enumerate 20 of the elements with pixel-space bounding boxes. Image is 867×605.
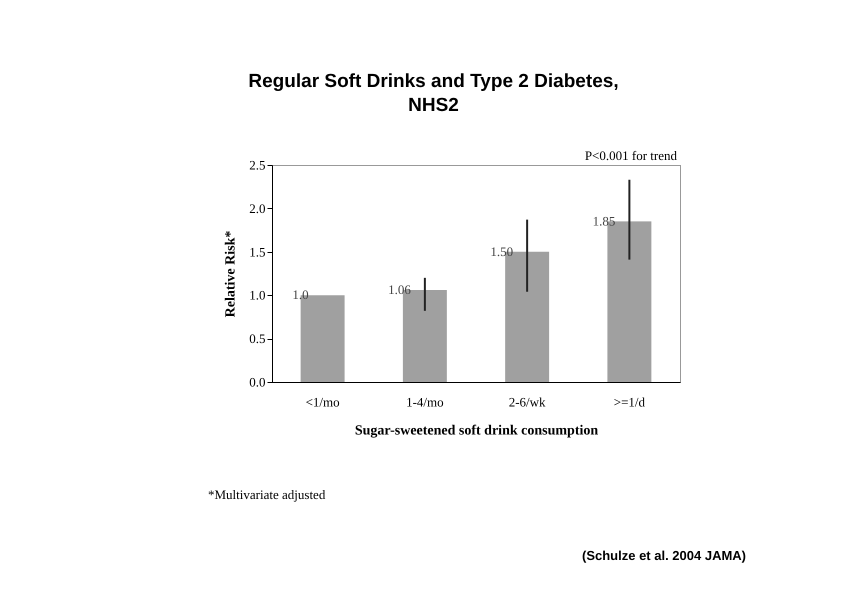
x-tick-label: <1/mo [306,394,340,410]
y-tick-label: 0.0 [249,374,266,390]
y-tick-label: 1.0 [249,288,266,303]
x-axis-title: Sugar-sweetened soft drink consumption [354,424,598,438]
data-label: 1.06 [388,282,412,297]
text: (Schulze et al. 2004 JAMA) [582,548,746,563]
y-tick-label: 0.5 [249,331,266,346]
x-tick-label: 1-4/mo [406,394,444,410]
data-label: 1.0 [292,287,309,302]
data-label: 1.85 [592,213,616,228]
data-label: 1.50 [490,244,514,259]
text: P<0.001 for trend [584,148,677,164]
y-tick-label: 2.5 [249,158,266,172]
x-tick-label: 2-6/wk [508,394,546,410]
y-tick-label: 1.5 [249,244,266,260]
text: *Multivariate adjusted [208,487,326,503]
y-tick-label: 2.0 [249,200,266,216]
x-tick-label: >=1/d [614,394,646,410]
y-axis-title: Relative Risk* [223,230,238,318]
chart-title: Regular Soft Drinks and Type 2 Diabetes, NHS2 [247,70,620,118]
